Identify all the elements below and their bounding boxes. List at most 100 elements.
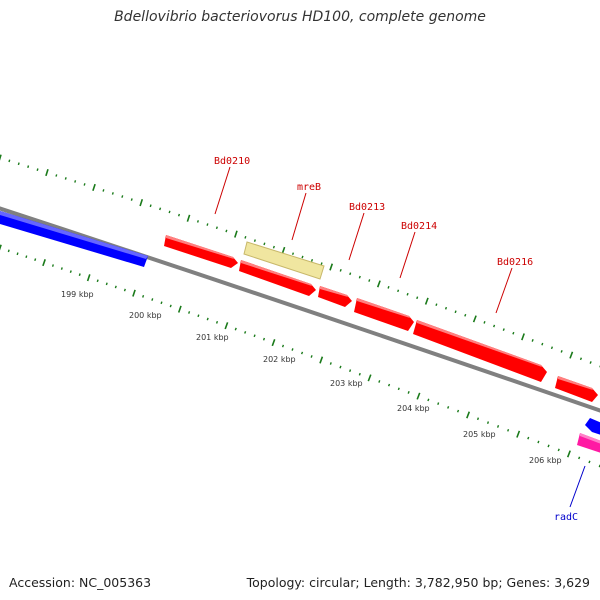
gene-mreb[interactable] <box>243 241 325 280</box>
minor-tick <box>310 258 314 262</box>
leader-radc <box>569 465 586 508</box>
gene-red-right[interactable] <box>555 376 598 402</box>
minor-tick <box>407 391 410 394</box>
minor-tick <box>196 220 199 223</box>
minor-tick <box>215 320 219 324</box>
minor-tick <box>486 421 490 424</box>
major-tick <box>186 214 191 222</box>
gene-bd0214[interactable] <box>354 298 414 331</box>
minor-tick <box>358 372 361 376</box>
gene-radc[interactable] <box>577 433 600 454</box>
minor-tick <box>437 402 440 405</box>
minor-tick <box>253 334 256 338</box>
minor-tick <box>17 162 20 166</box>
major-tick <box>139 199 144 207</box>
minor-tick <box>83 183 86 186</box>
minor-tick <box>339 268 342 272</box>
minor-tick <box>123 288 126 292</box>
minor-tick <box>427 398 430 402</box>
major-tick <box>234 230 238 238</box>
minor-tick <box>527 436 530 440</box>
minor-tick <box>547 444 550 448</box>
minor-tick <box>64 177 67 180</box>
minor-tick <box>368 279 371 282</box>
inner-tick-row <box>0 244 600 468</box>
leader-bd0214 <box>399 231 416 279</box>
minor-tick <box>272 245 275 249</box>
minor-tick <box>454 310 457 314</box>
minor-tick <box>111 192 114 195</box>
major-tick <box>42 259 46 267</box>
gene-blue-left[interactable] <box>0 208 148 267</box>
minor-tick <box>560 350 563 353</box>
minor-tick <box>188 311 191 314</box>
major-tick <box>92 183 96 192</box>
minor-tick <box>7 249 10 253</box>
gene-bd0213[interactable] <box>318 286 352 307</box>
major-tick <box>224 322 229 330</box>
minor-tick <box>387 285 390 289</box>
minor-tick <box>142 294 145 298</box>
minor-tick <box>16 252 19 256</box>
minor-tick <box>169 304 172 308</box>
genome-title: Bdellovibrio bacteriovorus HD100, comple… <box>114 9 486 25</box>
major-tick <box>0 154 2 161</box>
outer-tick-row <box>0 154 600 368</box>
minor-tick <box>301 255 304 259</box>
major-tick <box>516 430 521 438</box>
major-tick <box>566 450 571 458</box>
scale-label: 202 kbp <box>263 355 296 364</box>
minor-tick <box>168 210 171 214</box>
label-bd0213: Bd0213 <box>349 202 385 213</box>
minor-tick <box>36 168 39 172</box>
minor-tick <box>27 165 30 169</box>
scale-label: 199 kbp <box>61 290 94 299</box>
major-tick <box>367 374 372 382</box>
minor-tick <box>78 273 81 277</box>
minor-tick <box>149 204 152 208</box>
major-tick <box>271 339 276 347</box>
minor-tick <box>557 448 560 452</box>
scale-label: 205 kbp <box>463 430 496 439</box>
minor-tick <box>25 255 28 259</box>
minor-tick <box>55 174 58 177</box>
minor-tick <box>291 252 295 256</box>
minor-tick <box>96 279 99 283</box>
gene-blue-right[interactable] <box>585 418 600 436</box>
minor-tick <box>253 239 256 242</box>
minor-tick <box>444 306 448 310</box>
minor-tick <box>456 409 460 413</box>
accession-text: Accession: NC_005363 <box>9 575 152 590</box>
minor-tick <box>234 327 237 331</box>
minor-tick <box>464 313 467 317</box>
minor-tick <box>579 357 583 361</box>
scale-label: 200 kbp <box>129 311 162 320</box>
minor-tick <box>60 267 63 270</box>
major-tick <box>319 356 324 364</box>
minor-tick <box>496 425 500 428</box>
minor-tick <box>502 328 505 331</box>
leader-bd0210 <box>214 166 231 215</box>
gene-bd0216[interactable] <box>413 320 547 382</box>
gene-bd0211[interactable] <box>239 260 316 296</box>
gene-bd0210[interactable] <box>164 235 238 268</box>
minor-tick <box>416 296 419 300</box>
minor-tick <box>349 272 352 276</box>
minor-tick <box>159 207 162 211</box>
minor-tick <box>589 361 592 364</box>
minor-tick <box>160 301 163 305</box>
major-tick <box>329 263 334 271</box>
minor-tick <box>387 383 391 387</box>
minor-tick <box>51 264 54 267</box>
minor-tick <box>397 387 400 391</box>
major-tick <box>424 297 429 305</box>
minor-tick <box>588 460 591 464</box>
genome-summary-text: Topology: circular; Length: 3,782,950 bp… <box>246 575 590 590</box>
major-tick <box>521 333 525 341</box>
scale-label: 204 kbp <box>397 404 430 413</box>
minor-tick <box>349 369 352 373</box>
minor-tick <box>447 406 450 409</box>
minor-tick <box>378 380 381 383</box>
minor-tick <box>578 456 581 460</box>
